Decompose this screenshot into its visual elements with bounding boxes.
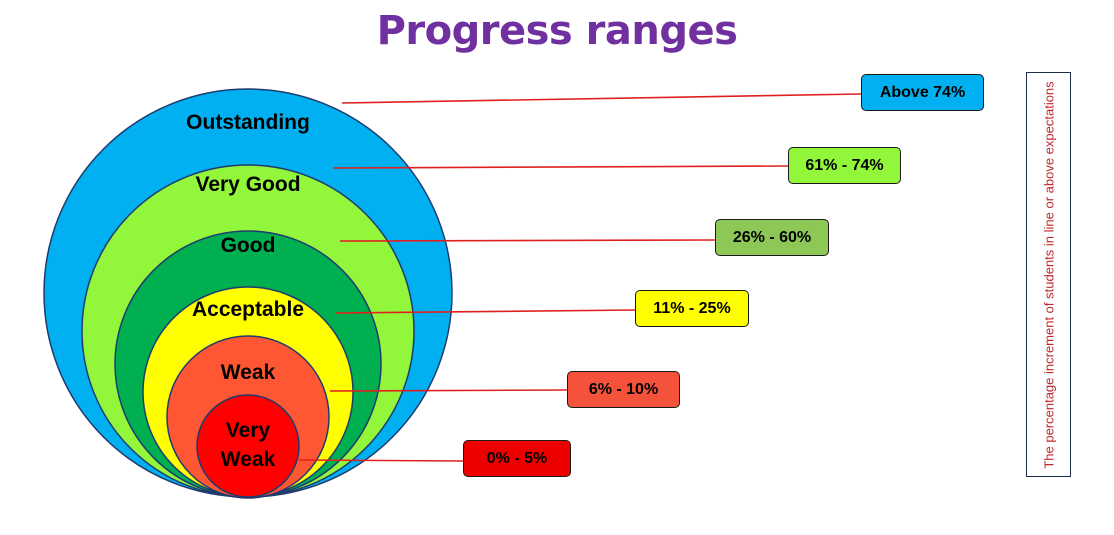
connector-weak: [329, 389, 568, 392]
connector-outstanding: [341, 93, 862, 104]
label-acceptable: Acceptable: [192, 298, 304, 321]
connector-very-weak: [298, 459, 464, 462]
side-note-box: The percentage increment of students in …: [1026, 72, 1071, 477]
circle-very-weak: [196, 394, 300, 498]
range-box-acceptable: 11% - 25%: [635, 290, 749, 327]
label-good: Good: [221, 234, 276, 257]
label-very-weak: Very Weak: [221, 419, 276, 471]
level-circles: [43, 88, 453, 499]
range-box-good: 26% - 60%: [715, 219, 829, 256]
connector-very-good: [332, 165, 789, 169]
connector-acceptable: [335, 309, 636, 314]
side-note-text: The percentage increment of students in …: [1041, 80, 1056, 469]
connector-good: [339, 239, 716, 242]
level-labels: Outstanding Very Good Good Acceptable Weak Ve…: [186, 111, 310, 471]
label-weak: Weak: [221, 361, 276, 384]
connector-lines: [298, 93, 862, 462]
range-box-very-good: 61% - 74%: [788, 147, 901, 184]
range-box-outstanding: Above 74%: [861, 74, 984, 111]
label-outstanding: Outstanding: [186, 111, 310, 134]
range-box-very-weak: 0% - 5%: [463, 440, 571, 477]
range-box-weak: 6% - 10%: [567, 371, 680, 408]
label-very-good: Very Good: [195, 173, 300, 196]
page-title: Progress ranges: [376, 8, 738, 54]
